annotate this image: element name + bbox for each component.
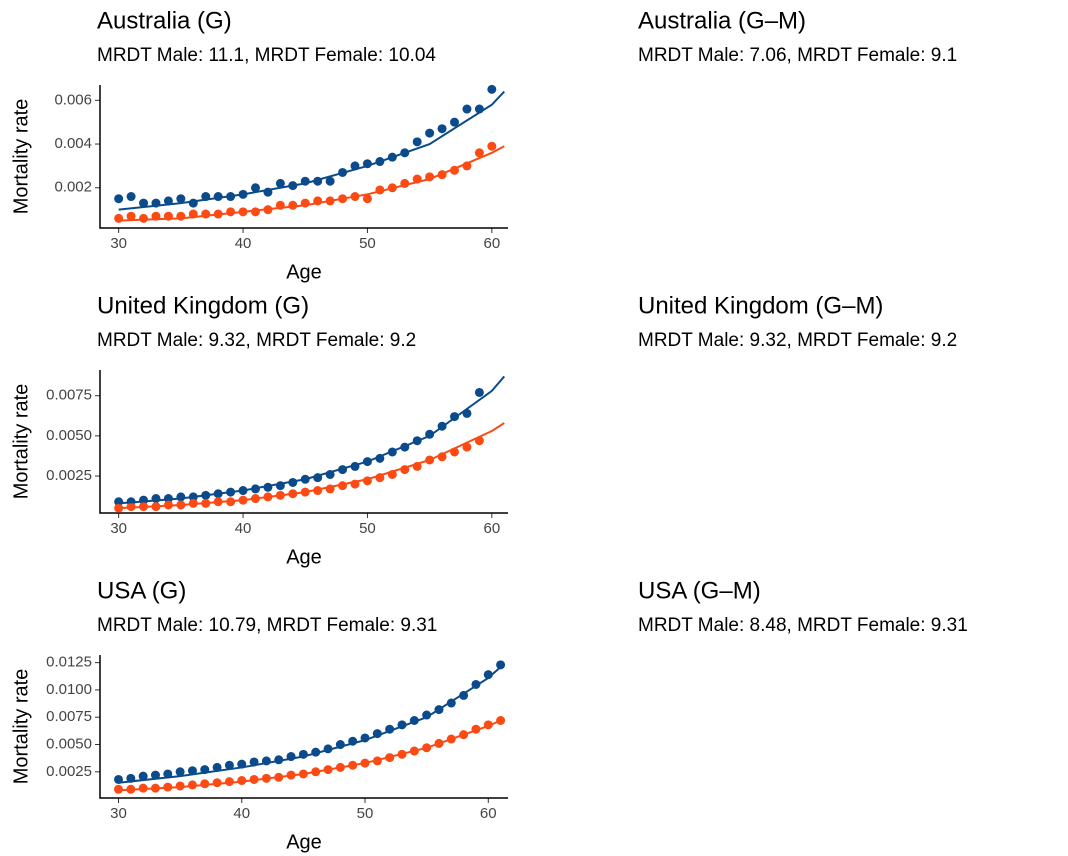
panel-subtitle: MRDT Male: 7.06, MRDT Female: 9.1 <box>638 45 957 66</box>
panel: United Kingdom (G) MRDT Male: 9.32, MRDT … <box>10 292 508 568</box>
y-axis-label: Mortality rate <box>10 99 32 215</box>
y-axis-label: Mortality rate <box>10 669 32 785</box>
data-point <box>187 766 197 776</box>
data-point <box>139 213 149 223</box>
fit-line <box>118 375 506 505</box>
data-point <box>175 767 185 777</box>
panel-title: United Kingdom (G–M) <box>638 292 883 319</box>
data-point <box>412 137 422 147</box>
data-point <box>176 492 186 502</box>
data-point <box>325 176 335 186</box>
data-point <box>496 660 506 670</box>
data-point <box>201 209 211 219</box>
axis-line <box>99 85 508 229</box>
data-point <box>224 760 234 770</box>
y-tick-label: 0.0050 <box>46 735 92 752</box>
data-point <box>150 770 160 780</box>
data-point <box>176 194 186 204</box>
panel-subtitle: MRDT Male: 9.32, MRDT Female: 9.2 <box>97 330 416 351</box>
panel: USA (G) MRDT Male: 10.79, MRDT Female: 9.… <box>10 577 508 853</box>
panel-title: USA (G–M) <box>638 577 761 604</box>
fit-line <box>118 90 505 211</box>
y-tick-label: 0.002 <box>54 179 92 196</box>
x-tick-label: 50 <box>359 235 376 252</box>
data-point <box>450 117 460 127</box>
fit-line <box>118 422 505 510</box>
data-point <box>114 213 124 223</box>
y-tick-label: 0.0075 <box>46 708 92 725</box>
data-point <box>474 148 484 158</box>
panel: USA (G–M) MRDT Male: 8.48, MRDT Female: 9… <box>638 577 968 636</box>
data-point <box>126 192 136 202</box>
y-tick-label: 0.0050 <box>46 427 92 444</box>
panel-subtitle: MRDT Male: 8.48, MRDT Female: 9.31 <box>638 615 968 636</box>
data-point <box>138 771 148 781</box>
y-tick-label: 0.0075 <box>46 387 92 404</box>
x-tick-label: 30 <box>110 520 127 537</box>
panel-subtitle: MRDT Male: 10.79, MRDT Female: 9.31 <box>97 615 437 636</box>
data-point <box>114 194 124 204</box>
y-tick-label: 0.0025 <box>46 763 92 780</box>
x-axis-label: Age <box>286 831 322 853</box>
x-tick-label: 60 <box>480 805 497 822</box>
data-point <box>462 104 472 114</box>
axis-line <box>99 370 508 514</box>
x-tick-label: 60 <box>483 520 500 537</box>
data-point <box>275 178 285 188</box>
data-point <box>425 128 435 138</box>
panel: United Kingdom (G–M) MRDT Male: 9.32, MRD… <box>638 292 957 351</box>
panel-subtitle: MRDT Male: 11.1, MRDT Female: 10.04 <box>97 45 436 66</box>
panel-title: USA (G) <box>97 577 186 604</box>
x-axis-label: Age <box>286 261 322 283</box>
x-axis-label: Age <box>286 546 322 568</box>
y-axis-label: Mortality rate <box>10 384 32 500</box>
fit-line <box>118 145 505 222</box>
y-tick-label: 0.0025 <box>46 467 92 484</box>
axis-line <box>99 655 508 799</box>
y-tick-label: 0.0125 <box>46 654 92 671</box>
data-point <box>175 781 185 791</box>
panel-title: Australia (G–M) <box>638 7 806 34</box>
x-tick-label: 40 <box>233 805 250 822</box>
data-point <box>474 387 484 397</box>
panel-subtitle: MRDT Male: 9.32, MRDT Female: 9.2 <box>638 330 957 351</box>
x-tick-label: 60 <box>483 235 500 252</box>
data-point <box>462 442 472 452</box>
panel-title: United Kingdom (G) <box>97 292 309 319</box>
panel: Australia (G–M) MRDT Male: 7.06, MRDT Fem… <box>638 7 957 66</box>
data-point <box>437 124 447 134</box>
fit-line <box>118 719 502 792</box>
x-tick-label: 30 <box>110 235 127 252</box>
fit-line <box>118 666 502 784</box>
data-point <box>139 198 149 208</box>
data-point <box>163 196 173 206</box>
data-point <box>487 141 497 151</box>
x-tick-label: 50 <box>357 805 374 822</box>
data-point <box>113 784 123 794</box>
panel: Australia (G) MRDT Male: 11.1, MRDT Femal… <box>10 7 508 283</box>
data-point <box>487 84 497 94</box>
x-tick-label: 40 <box>235 235 252 252</box>
x-tick-label: 50 <box>359 520 376 537</box>
y-tick-label: 0.006 <box>54 91 92 108</box>
x-tick-label: 30 <box>110 805 127 822</box>
x-tick-label: 40 <box>235 520 252 537</box>
data-point <box>250 183 260 193</box>
panel-title: Australia (G) <box>97 7 232 34</box>
data-point <box>362 194 372 204</box>
data-point <box>114 503 124 513</box>
data-point <box>126 211 136 221</box>
y-tick-label: 0.0100 <box>46 681 92 698</box>
y-tick-label: 0.004 <box>54 135 92 152</box>
